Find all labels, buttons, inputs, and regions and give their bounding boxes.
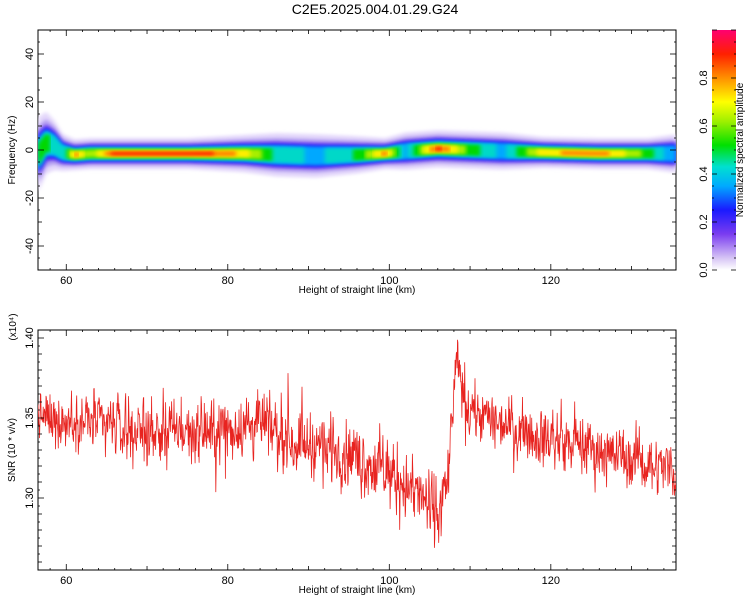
colorbar-label: Normalized spectral amplitude	[735, 82, 746, 217]
y-tick-label: -20	[24, 190, 36, 206]
x-tick-label: 100	[380, 275, 398, 287]
x-tick-label: 120	[542, 575, 560, 587]
spectrogram-ridge-band	[110, 151, 214, 156]
colorbar-tick-label: 0.8	[698, 70, 710, 85]
spectrogram-ridge-band	[435, 146, 442, 151]
spectrogram-ridge-band	[38, 133, 51, 166]
snr-panel: 60 80 100 120 1.30 1.35 1.40 Height of straig…	[7, 313, 677, 596]
spectrogram-x-label: Height of straight line (km)	[299, 285, 416, 296]
x-tick-label: 60	[60, 575, 72, 587]
colorbar: 0.0 0.2 0.4 0.6 0.8 Normalized spectral ampl…	[698, 29, 746, 278]
snr-x-label: Height of straight line (km)	[299, 585, 416, 596]
x-tick-label: 80	[222, 275, 234, 287]
colorbar-tick-label: 0.4	[698, 166, 710, 181]
snr-y-scale-label: (x10⁴)	[8, 313, 19, 340]
y-tick-label: 1.30	[24, 487, 36, 508]
spectrogram-x-ticks: 60 80 100 120	[49, 30, 665, 287]
spectrogram-panel: 60 80 100 120 -40 -20 0 20 40 Height of straigh…	[7, 29, 677, 296]
y-tick-label: 40	[24, 48, 36, 60]
x-tick-label: 100	[380, 575, 398, 587]
snr-x-ticks: 60 80 100 120	[49, 330, 665, 587]
colorbar-gradient	[712, 30, 736, 270]
x-tick-label: 60	[60, 275, 72, 287]
colorbar-tick-label: 0.2	[698, 214, 710, 229]
spectrogram-y-label: Frequency (Hz)	[7, 116, 18, 185]
spectrogram-ridge	[38, 111, 676, 193]
colorbar-tick-label: 0.6	[698, 118, 710, 133]
spectrogram-ridge-band	[560, 150, 610, 156]
snr-series-line	[38, 339, 676, 548]
x-tick-label: 80	[222, 575, 234, 587]
x-tick-label: 120	[542, 275, 560, 287]
y-tick-label: 1.35	[24, 407, 36, 428]
colorbar-ticks: 0.0 0.2 0.4 0.6 0.8	[698, 29, 736, 278]
spectrogram-y-ticks: -40 -20 0 20 40	[24, 29, 676, 271]
colorbar-tick-label: 0.0	[698, 262, 710, 277]
snr-y-ticks: 1.30 1.35 1.40	[24, 327, 676, 563]
snr-y-label: SNR (10 * v/v)	[7, 418, 18, 482]
y-tick-label: 0	[24, 147, 36, 153]
spectrogram-ridge-band	[74, 152, 79, 158]
figure-title: C2E5.2025.004.01.29.G24	[292, 1, 459, 17]
y-tick-label: 1.40	[24, 327, 36, 348]
y-tick-label: 20	[24, 96, 36, 108]
y-tick-label: -40	[24, 238, 36, 254]
spectrogram-ridge-band	[381, 151, 388, 157]
